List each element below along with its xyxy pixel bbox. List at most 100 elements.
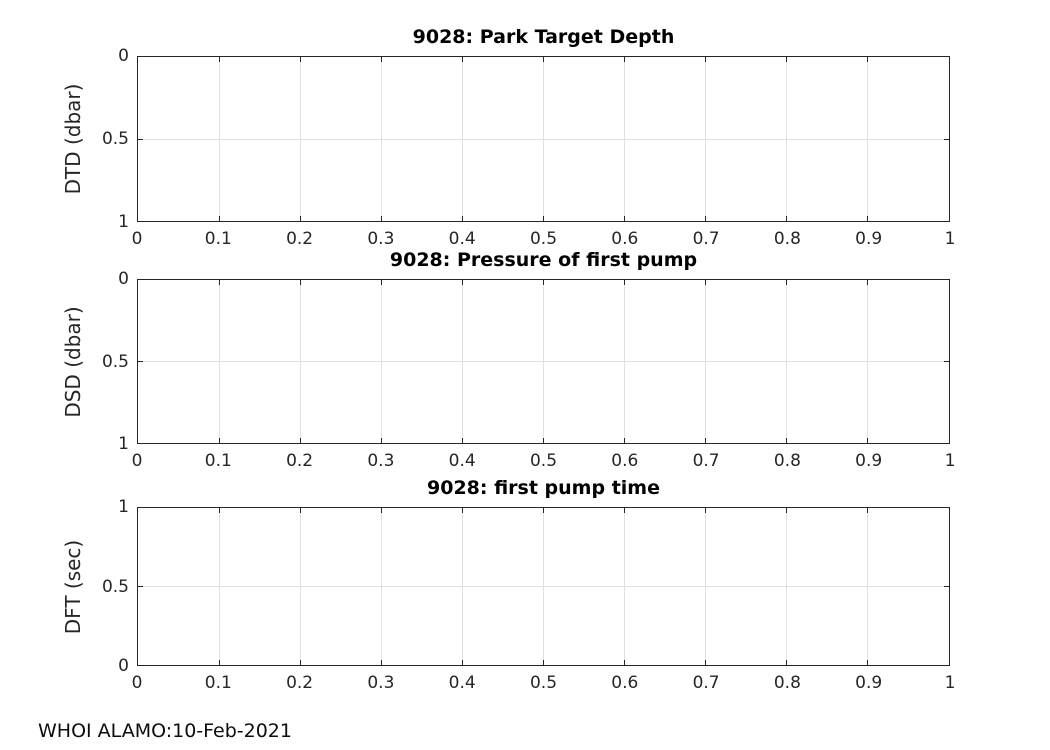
y-axis-label: DFT (sec) bbox=[61, 539, 85, 634]
x-tick-label: 1 bbox=[944, 229, 956, 249]
x-tick-label: 0.4 bbox=[448, 673, 476, 693]
gridline bbox=[705, 280, 707, 443]
tick-mark bbox=[867, 438, 869, 443]
x-tick-label: 0.3 bbox=[367, 451, 395, 471]
tick-mark bbox=[867, 216, 869, 221]
gridline bbox=[299, 508, 301, 665]
gridline bbox=[380, 57, 382, 221]
x-tick-label: 1 bbox=[944, 451, 956, 471]
x-tick-label: 0.6 bbox=[611, 451, 639, 471]
tick-mark bbox=[138, 138, 143, 140]
tick-mark bbox=[543, 660, 544, 665]
tick-mark bbox=[705, 438, 707, 443]
tick-mark bbox=[218, 216, 220, 221]
gridline bbox=[624, 508, 626, 665]
gridline bbox=[867, 280, 869, 443]
tick-mark bbox=[299, 280, 301, 285]
tick-mark bbox=[705, 216, 707, 221]
x-tick-label: 0.6 bbox=[611, 229, 639, 249]
tick-mark bbox=[218, 57, 220, 62]
tick-mark bbox=[299, 438, 301, 443]
tick-mark bbox=[380, 660, 382, 665]
tick-mark bbox=[461, 438, 463, 443]
tick-mark bbox=[461, 660, 463, 665]
plot-area bbox=[137, 56, 950, 222]
plot-title: 9028: Park Target Depth bbox=[412, 26, 675, 48]
tick-mark bbox=[299, 57, 301, 62]
tick-mark bbox=[218, 660, 220, 665]
tick-mark bbox=[543, 280, 544, 285]
tick-mark bbox=[461, 57, 463, 62]
x-tick-label: 0.9 bbox=[855, 673, 883, 693]
gridline bbox=[138, 586, 949, 587]
tick-mark bbox=[867, 660, 869, 665]
y-tick-label: 0.5 bbox=[101, 351, 129, 372]
tick-mark bbox=[705, 660, 707, 665]
x-tick-label: 0.8 bbox=[773, 673, 801, 693]
gridline bbox=[299, 280, 301, 443]
x-tick-label: 0.8 bbox=[773, 229, 801, 249]
gridline bbox=[380, 280, 382, 443]
gridline bbox=[218, 57, 220, 221]
x-tick-label: 0.2 bbox=[286, 229, 314, 249]
gridline bbox=[138, 138, 949, 140]
x-tick-label: 0 bbox=[131, 673, 143, 693]
figure-watermark: WHOI ALAMO:10-Feb-2021 bbox=[38, 720, 292, 742]
y-tick-label: 0.5 bbox=[101, 129, 129, 149]
gridline bbox=[543, 508, 544, 665]
tick-mark bbox=[786, 57, 788, 62]
gridline bbox=[705, 508, 707, 665]
tick-mark bbox=[944, 138, 949, 140]
x-tick-label: 0.7 bbox=[692, 673, 720, 693]
gridline bbox=[786, 508, 788, 665]
tick-mark bbox=[138, 361, 143, 362]
x-tick-label: 0.4 bbox=[448, 451, 476, 471]
x-tick-label: 0.9 bbox=[855, 229, 883, 249]
tick-mark bbox=[624, 438, 626, 443]
gridline bbox=[543, 280, 544, 443]
x-tick-label: 0.6 bbox=[611, 673, 639, 693]
x-tick-label: 0.5 bbox=[529, 673, 558, 693]
tick-mark bbox=[218, 508, 220, 513]
tick-mark bbox=[461, 216, 463, 221]
tick-mark bbox=[543, 508, 544, 513]
gridline bbox=[786, 57, 788, 221]
tick-mark bbox=[380, 280, 382, 285]
tick-mark bbox=[380, 216, 382, 221]
tick-mark bbox=[944, 361, 949, 362]
x-tick-label: 0.2 bbox=[286, 673, 314, 693]
x-tick-label: 1 bbox=[944, 673, 956, 693]
x-tick-label: 0.5 bbox=[529, 229, 558, 249]
tick-mark bbox=[299, 660, 301, 665]
gridline bbox=[461, 280, 463, 443]
x-tick-label: 0.3 bbox=[367, 673, 395, 693]
tick-mark bbox=[705, 57, 707, 62]
y-axis-label: DSD (dbar) bbox=[61, 305, 85, 418]
tick-mark bbox=[543, 438, 544, 443]
tick-mark bbox=[543, 216, 544, 221]
x-tick-label: 0.7 bbox=[692, 229, 720, 249]
tick-mark bbox=[624, 57, 626, 62]
x-tick-label: 0.4 bbox=[448, 229, 476, 249]
x-tick-label: 0.8 bbox=[773, 451, 801, 471]
x-tick-label: 0.2 bbox=[286, 451, 314, 471]
x-tick-label: 0.5 bbox=[529, 451, 558, 471]
tick-mark bbox=[705, 280, 707, 285]
y-tick-label: 1 bbox=[118, 434, 129, 454]
gridline bbox=[867, 508, 869, 665]
y-tick-label: 0 bbox=[118, 46, 129, 66]
gridline bbox=[461, 508, 463, 665]
y-tick-label: 1 bbox=[118, 497, 129, 517]
tick-mark bbox=[624, 216, 626, 221]
x-tick-label: 0.1 bbox=[204, 229, 232, 249]
tick-mark bbox=[944, 586, 949, 587]
tick-mark bbox=[218, 438, 220, 443]
tick-mark bbox=[624, 660, 626, 665]
tick-mark bbox=[543, 57, 544, 62]
gridline bbox=[218, 280, 220, 443]
tick-mark bbox=[786, 438, 788, 443]
gridline bbox=[624, 280, 626, 443]
x-tick-label: 0.7 bbox=[692, 451, 720, 471]
